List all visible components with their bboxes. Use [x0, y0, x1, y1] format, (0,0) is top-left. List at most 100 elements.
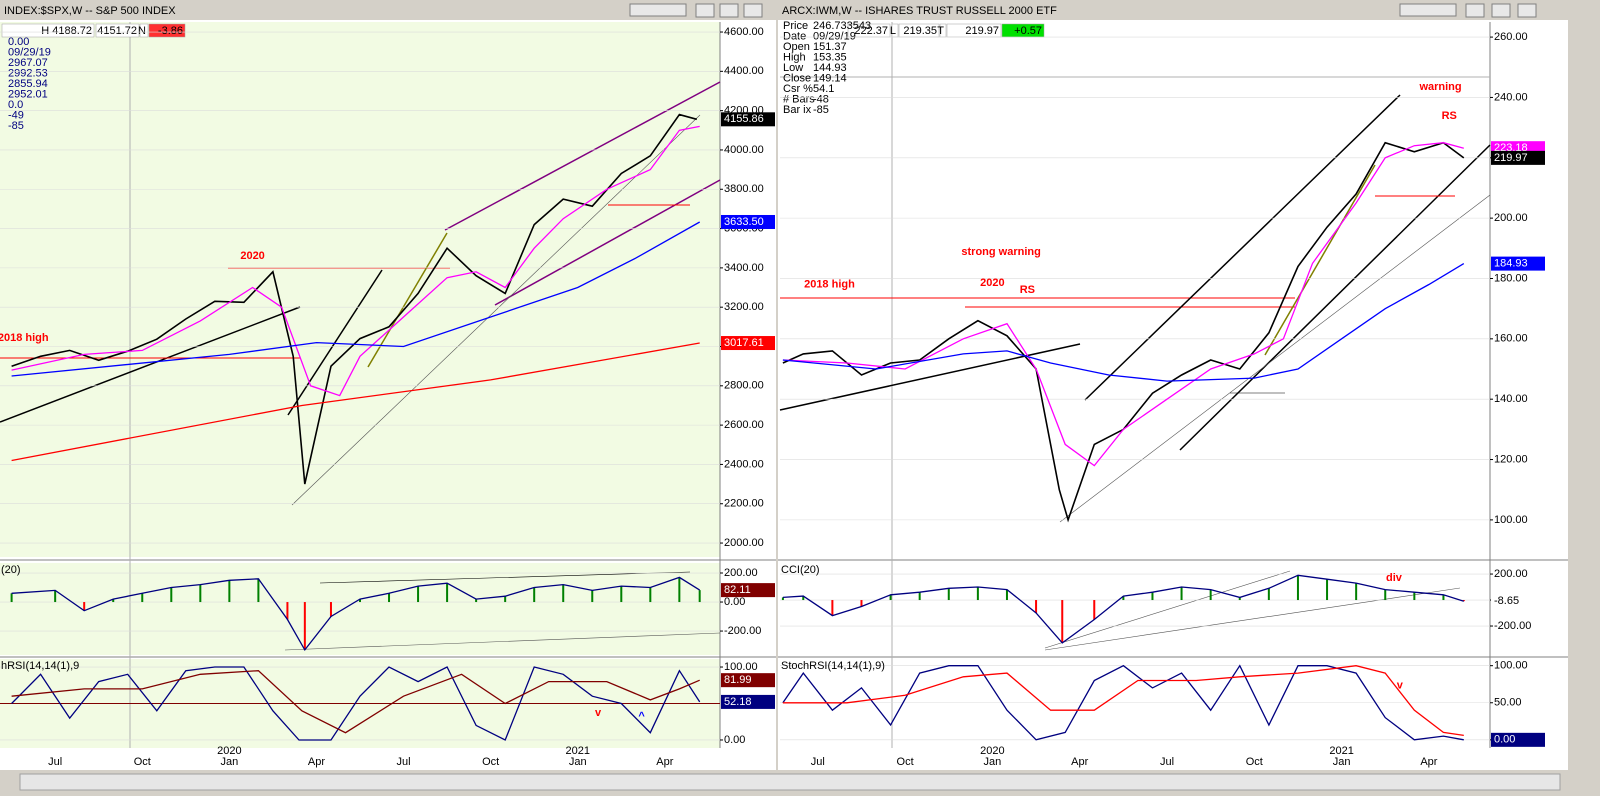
close-button[interactable] [1517, 3, 1537, 18]
maximize-button[interactable] [719, 3, 739, 18]
y-tick-label: 100.00 [1494, 660, 1528, 672]
header-field-box [1, 23, 95, 38]
histogram-bar [860, 600, 863, 607]
header-field: H 4188.72 [41, 25, 92, 37]
header-field-box [95, 23, 140, 38]
trendline [284, 632, 721, 651]
y-tick-label: 50.00 [1494, 697, 1522, 709]
series-line [11, 670, 700, 734]
series-line [11, 342, 700, 462]
sync-buttons[interactable] [1399, 3, 1457, 17]
scrollbar-thumb[interactable] [19, 773, 1561, 791]
x-tick-label: Jul [48, 756, 62, 768]
series-line [11, 666, 701, 741]
histogram-bar [1061, 600, 1064, 643]
header-field: -3.86 [158, 25, 183, 37]
sync-buttons[interactable] [629, 3, 687, 17]
window-left [0, 0, 776, 770]
value-tag-label: 4155.86 [724, 113, 764, 125]
window-frame [778, 0, 1568, 770]
value-tag [721, 336, 775, 351]
x-tick-label: Oct [1246, 756, 1263, 768]
pane-title: CCI(20) [781, 564, 820, 576]
annotation: strong warning [961, 246, 1040, 258]
title-bar [778, 0, 1568, 20]
value-tag [721, 694, 775, 709]
x-tick-label: Apr [308, 756, 325, 768]
chart-pane: 100.00120.00140.00160.00180.00200.00220.… [780, 31, 1545, 526]
data-window-value: 2952.01 [8, 88, 48, 100]
value-tag-label: -8.65 [1494, 595, 1519, 607]
histogram-bar [141, 593, 144, 603]
histogram-bar [1005, 589, 1008, 601]
minimize-button[interactable] [695, 3, 715, 18]
window-title: INDEX:$SPX,W -- S&P 500 INDEX [4, 5, 176, 17]
close-button[interactable] [743, 3, 763, 18]
annotation: RS [1442, 110, 1457, 122]
trendline [319, 571, 691, 584]
maximize-button[interactable] [1491, 3, 1511, 18]
channel-line [1084, 94, 1401, 401]
data-window-label: Date [783, 30, 806, 42]
header-field-box [148, 23, 186, 38]
histogram-bar [831, 600, 834, 616]
annotation: 2020 [240, 250, 264, 262]
histogram-bar [303, 602, 306, 650]
histogram-bar [1326, 579, 1329, 601]
data-window-value: 09/29/19 [8, 46, 51, 58]
trendline [1059, 194, 1491, 523]
y-tick-label: 2400.00 [724, 458, 764, 470]
series-line [11, 113, 698, 485]
header-field: 4151.72 [97, 25, 137, 37]
y-tick-label: -200.00 [724, 625, 761, 637]
trendline [0, 306, 301, 423]
data-window-value: -49 [8, 109, 24, 121]
trendline [367, 232, 448, 368]
value-tag-label: 0.00 [1494, 734, 1515, 746]
year-label: 2020 [980, 745, 1004, 757]
y-tick-label: 0.00 [724, 596, 745, 608]
histogram-bar [591, 590, 594, 603]
y-tick-label: 3800.00 [724, 183, 764, 195]
histogram-bar [1267, 588, 1270, 601]
header-field: N [138, 25, 146, 37]
y-tick-label: 160.00 [1494, 333, 1528, 345]
series-line [11, 221, 701, 377]
x-tick-label: Jul [811, 756, 825, 768]
trendline [1044, 587, 1461, 651]
data-window-value: -48 [813, 93, 829, 105]
trendline [291, 114, 701, 506]
data-window-value: 0.0 [8, 99, 23, 111]
histogram-bar [1209, 589, 1212, 601]
histogram-bar [1093, 600, 1096, 620]
histogram-bar [257, 578, 260, 603]
annotation: v [595, 707, 602, 719]
window-edge [1568, 0, 1600, 770]
annotation: RS [1020, 284, 1035, 296]
year-label: 2020 [217, 745, 241, 757]
y-tick-label: 4000.00 [724, 144, 764, 156]
data-window-value: -85 [8, 120, 24, 132]
trendline [287, 269, 383, 416]
value-tag [721, 583, 775, 598]
data-window-label: Bar ix [783, 104, 812, 116]
y-tick-label: 2200.00 [724, 498, 764, 510]
data-window-value: 153.35 [813, 51, 847, 63]
series-line [11, 125, 700, 397]
y-tick-label: 200.00 [1494, 212, 1528, 224]
y-tick-label: 180.00 [1494, 272, 1528, 284]
minimize-button[interactable] [1465, 3, 1485, 18]
cci-pane [0, 563, 720, 655]
histogram-bar [388, 593, 391, 603]
series-line [11, 576, 701, 652]
x-tick-label: Jan [984, 756, 1002, 768]
data-window-value: 246.733543 [813, 20, 871, 32]
data-window-value: 151.37 [813, 41, 847, 53]
value-tag [721, 673, 775, 688]
value-tag [1491, 594, 1545, 609]
header-field: 219.35 [903, 25, 937, 37]
histogram-bar [620, 586, 623, 603]
x-tick-label: Jul [397, 756, 411, 768]
price-pane [0, 22, 720, 557]
data-window-label: Open [783, 41, 810, 53]
